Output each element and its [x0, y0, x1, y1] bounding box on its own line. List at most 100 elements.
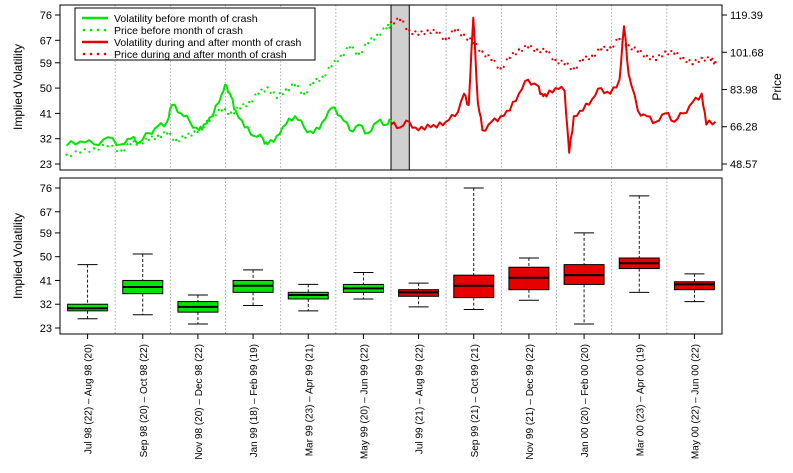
- price-point: [703, 59, 706, 62]
- top-y-tick-label: 41: [40, 108, 52, 120]
- top-y2-tick-label: 119.39: [730, 10, 763, 22]
- price-point: [502, 65, 505, 68]
- top-plot-frame: [59, 4, 723, 171]
- price-point: [220, 109, 224, 112]
- price-point: [694, 59, 697, 62]
- price-point: [651, 55, 655, 58]
- volatility-line: [390, 16, 717, 154]
- bottom-y-axis-title: Implied Volatility: [11, 213, 25, 299]
- price-point: [147, 138, 150, 142]
- price-point: [388, 26, 391, 29]
- price-point: [487, 54, 490, 57]
- price-point: [223, 108, 227, 111]
- price-point: [575, 66, 578, 69]
- price-point: [460, 34, 463, 37]
- price-point: [676, 52, 679, 55]
- x-category-label: Nov 99 (21) – Dec 99 (22): [525, 344, 536, 460]
- price-point: [648, 58, 652, 61]
- price-point: [548, 51, 551, 54]
- price-point: [438, 31, 441, 34]
- price-point: [159, 135, 163, 139]
- price-point: [496, 66, 499, 69]
- price-point: [630, 48, 633, 51]
- price-point: [239, 107, 242, 110]
- price-point: [193, 130, 196, 133]
- price-point: [526, 46, 530, 49]
- price-point: [627, 44, 630, 47]
- top-y-tick-label: 23: [40, 159, 52, 171]
- price-point: [163, 131, 166, 134]
- price-point: [712, 62, 716, 65]
- price-point: [697, 60, 700, 64]
- price-point: [126, 143, 129, 146]
- price-point: [266, 86, 269, 89]
- legend-swatch-dot: [82, 52, 86, 56]
- price-point: [499, 67, 502, 70]
- price-point: [691, 62, 694, 66]
- price-point: [542, 47, 545, 51]
- price-point: [429, 32, 432, 35]
- price-point: [254, 93, 257, 96]
- price-point: [658, 54, 661, 57]
- price-point: [508, 56, 511, 60]
- price-point: [208, 119, 211, 122]
- price-point: [260, 88, 263, 91]
- price-point: [361, 51, 364, 54]
- price-point: [466, 38, 469, 41]
- bottom-plot-frame: [59, 177, 723, 335]
- price-point: [138, 140, 141, 144]
- price-point: [414, 30, 417, 33]
- price-point: [606, 49, 609, 52]
- price-point: [645, 54, 649, 57]
- price-point: [150, 135, 153, 138]
- top-y-axis-title: Implied Volatility: [11, 44, 25, 130]
- price-point: [636, 50, 639, 53]
- price-point: [357, 52, 361, 55]
- price-point: [251, 100, 254, 103]
- price-point: [618, 37, 621, 41]
- price-point: [300, 91, 303, 94]
- price-point: [389, 20, 393, 24]
- price-point: [120, 149, 123, 152]
- price-point: [211, 113, 214, 116]
- price-point: [324, 74, 327, 77]
- price-point: [312, 81, 315, 85]
- price-point: [490, 58, 493, 62]
- price-point: [336, 60, 339, 63]
- price-point: [514, 53, 518, 56]
- price-point: [709, 58, 713, 62]
- price-point: [303, 92, 306, 95]
- price-point: [382, 27, 385, 30]
- price-point: [545, 50, 548, 53]
- price-point: [199, 125, 202, 128]
- bottom-y-tick-label: 32: [40, 299, 52, 311]
- price-point: [83, 148, 86, 151]
- price-point: [581, 58, 585, 62]
- price-point: [79, 151, 82, 154]
- price-point: [229, 111, 233, 114]
- price-point: [330, 65, 333, 68]
- legend-box: [74, 7, 316, 61]
- price-point: [376, 33, 379, 36]
- top-y2-tick-label: 48.57: [730, 159, 758, 171]
- price-point: [111, 144, 114, 147]
- price-point: [373, 38, 376, 41]
- bottom-y-tick-label: 67: [40, 207, 52, 219]
- price-point: [217, 108, 220, 111]
- price-point: [385, 27, 388, 30]
- price-point: [248, 100, 251, 104]
- volatility-line: [65, 83, 392, 147]
- price-point: [484, 55, 487, 58]
- price-point: [530, 45, 533, 48]
- price-point: [214, 114, 217, 117]
- price-point: [65, 153, 68, 156]
- price-point: [275, 96, 278, 100]
- price-point: [392, 22, 396, 25]
- price-point: [472, 42, 475, 45]
- price-point: [667, 53, 670, 56]
- x-category-label: Sep 98 (20) – Oct 98 (22): [139, 344, 150, 457]
- top-y2-tick-label: 101.68: [730, 47, 764, 59]
- box-iqr: [673, 281, 715, 291]
